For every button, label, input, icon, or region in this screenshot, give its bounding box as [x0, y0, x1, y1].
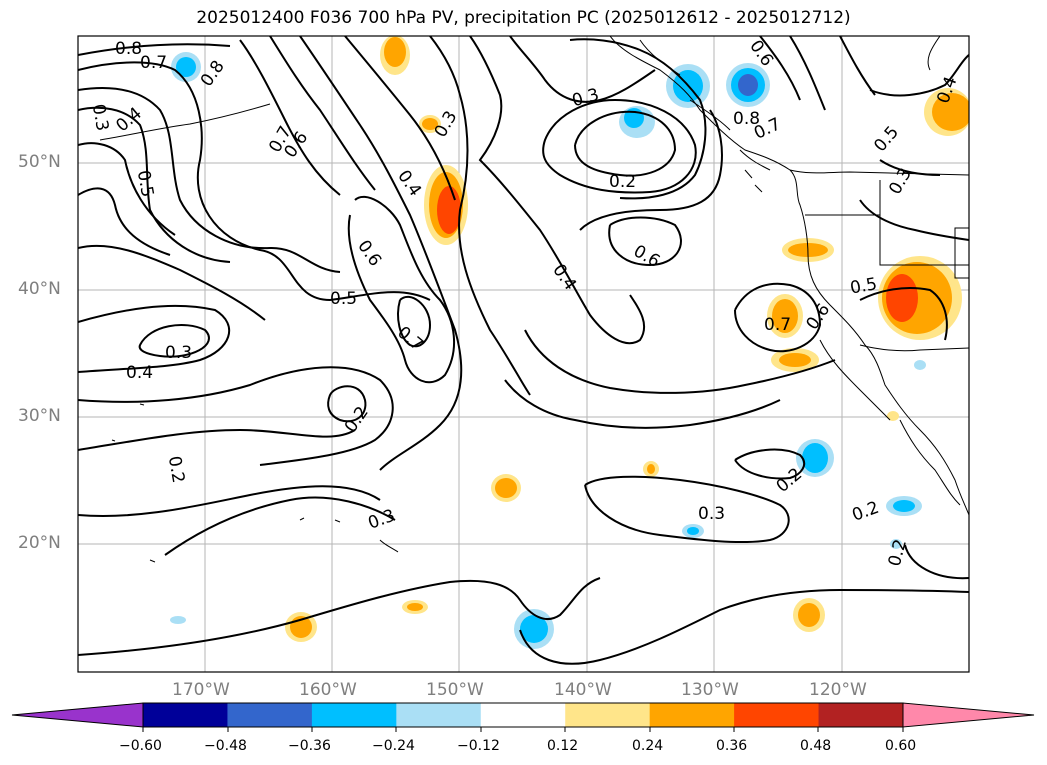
precip-positive-shading [285, 36, 969, 642]
colorbar-segment [649, 703, 735, 727]
colorbar-segment [734, 703, 820, 727]
gridlines [78, 36, 969, 672]
colorbar-tick-label: −0.60 [119, 738, 162, 754]
contour-label: 0.2 [164, 455, 188, 485]
contour-label: 0.5 [849, 274, 879, 298]
map-title: 2025012400 F036 700 hPa PV, precipitatio… [196, 8, 851, 28]
contour-label: 0.5 [133, 169, 157, 199]
lon-label-160w: 160°W [299, 680, 357, 700]
colorbar-tick-label: 0.48 [800, 738, 832, 754]
map-background [78, 36, 969, 672]
colorbar-segment [396, 703, 482, 727]
lat-label-50n: 50°N [18, 152, 61, 172]
lon-label-170w: 170°W [172, 680, 230, 700]
lon-label-140w: 140°W [554, 680, 612, 700]
colorbar-extend-min [12, 703, 143, 727]
colorbar-tick-label: 0.24 [632, 738, 664, 754]
contour-label: 0.4 [126, 363, 153, 383]
colorbar-segment [143, 703, 228, 727]
colorbar-ticks [142, 727, 904, 732]
colorbar-tick-label: −0.36 [288, 738, 331, 754]
coastlines [99, 36, 969, 563]
colorbar-outline [11, 702, 1035, 728]
contour-label: 0.7 [764, 315, 791, 335]
contour-label: 0.8 [115, 39, 142, 59]
map-panel: 0.8 0.7 0.8 0.3 0.4 0.5 0.7 0.6 0.3 0.4 … [77, 35, 970, 673]
colorbar-tick-label: 0.12 [547, 738, 579, 754]
lat-label-20n: 20°N [18, 533, 61, 553]
contour-label: 0.2 [609, 172, 636, 192]
lat-label-40n: 40°N [18, 279, 61, 299]
contour-label: 0.8 [733, 109, 760, 129]
colorbar-tick-label: −0.48 [204, 738, 247, 754]
colorbar-tick-label: −0.12 [457, 738, 500, 754]
colorbar-segment [480, 703, 566, 727]
contour-label: 0.3 [165, 343, 192, 363]
contour-label: 0.7 [140, 53, 167, 73]
contour-label: 0.3 [698, 504, 725, 524]
contour-label: 0.3 [88, 103, 112, 133]
colorbar-segment [311, 703, 397, 727]
lon-label-120w: 120°W [809, 680, 867, 700]
colorbar-segment [818, 703, 904, 727]
colorbar-segment [227, 703, 313, 727]
map-frame [77, 35, 970, 673]
pv-contours [78, 36, 969, 665]
colorbar-tick-label: 0.60 [885, 738, 917, 754]
lat-label-30n: 30°N [18, 406, 61, 426]
lon-label-130w: 130°W [681, 680, 739, 700]
colorbar-tick-label: 0.36 [716, 738, 748, 754]
colorbar-segment [565, 703, 651, 727]
lon-label-150w: 150°W [426, 680, 484, 700]
colorbar-tick-label: −0.24 [372, 738, 415, 754]
colorbar-extend-max [903, 703, 1034, 727]
contour-label: 0.5 [330, 289, 357, 309]
